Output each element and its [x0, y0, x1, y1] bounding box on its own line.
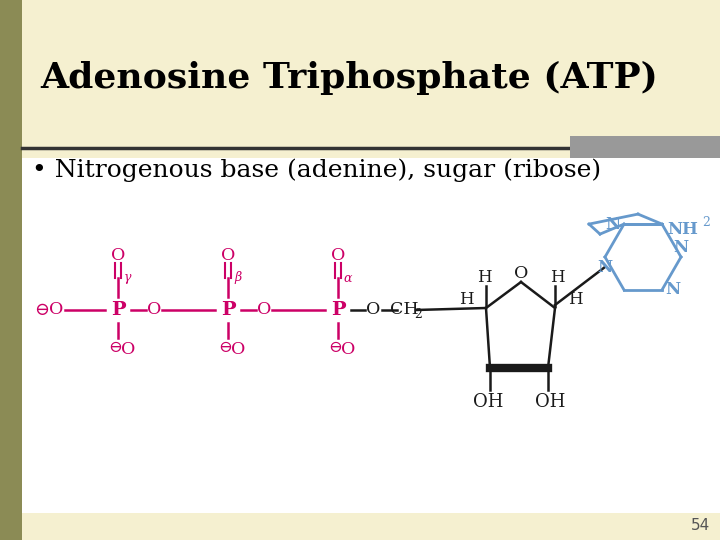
Text: P: P — [111, 301, 125, 319]
Text: H: H — [459, 292, 473, 308]
Text: H: H — [549, 269, 564, 287]
Text: 2: 2 — [702, 217, 710, 230]
Text: • Nitrogenous base (adenine), sugar (ribose): • Nitrogenous base (adenine), sugar (rib… — [32, 158, 601, 181]
Text: β: β — [235, 272, 242, 285]
Text: O: O — [121, 341, 135, 357]
Text: N: N — [665, 281, 680, 299]
Text: NH: NH — [667, 220, 698, 238]
Text: O: O — [341, 341, 355, 357]
Text: O: O — [231, 341, 246, 357]
Text: N: N — [673, 239, 688, 255]
Text: N: N — [598, 260, 613, 276]
Text: OH: OH — [473, 393, 503, 411]
Bar — [22, 158, 720, 513]
Text: N: N — [606, 215, 621, 233]
Text: O: O — [514, 265, 528, 281]
Text: OH: OH — [535, 393, 565, 411]
Text: O: O — [366, 301, 380, 319]
Text: O: O — [111, 246, 125, 264]
Text: 2: 2 — [414, 308, 422, 321]
Text: O: O — [147, 301, 161, 319]
Bar — [0, 0, 22, 540]
Text: H: H — [567, 292, 582, 308]
Text: ⊖: ⊖ — [35, 301, 50, 319]
Text: O: O — [221, 246, 235, 264]
Text: 54: 54 — [690, 517, 710, 532]
Text: Adenosine Triphosphate (ATP): Adenosine Triphosphate (ATP) — [40, 61, 658, 95]
Text: O: O — [330, 246, 345, 264]
Text: P: P — [221, 301, 235, 319]
Text: ⊖: ⊖ — [328, 340, 342, 356]
Text: ⊖: ⊖ — [218, 340, 232, 356]
Text: O: O — [257, 301, 271, 319]
Text: CH: CH — [390, 301, 418, 319]
Text: O: O — [49, 301, 63, 319]
Text: γ: γ — [125, 272, 132, 285]
Text: ⊖: ⊖ — [108, 340, 122, 356]
Text: P: P — [330, 301, 346, 319]
Bar — [570, 136, 720, 158]
Text: H: H — [477, 269, 491, 287]
Text: α: α — [343, 272, 352, 285]
